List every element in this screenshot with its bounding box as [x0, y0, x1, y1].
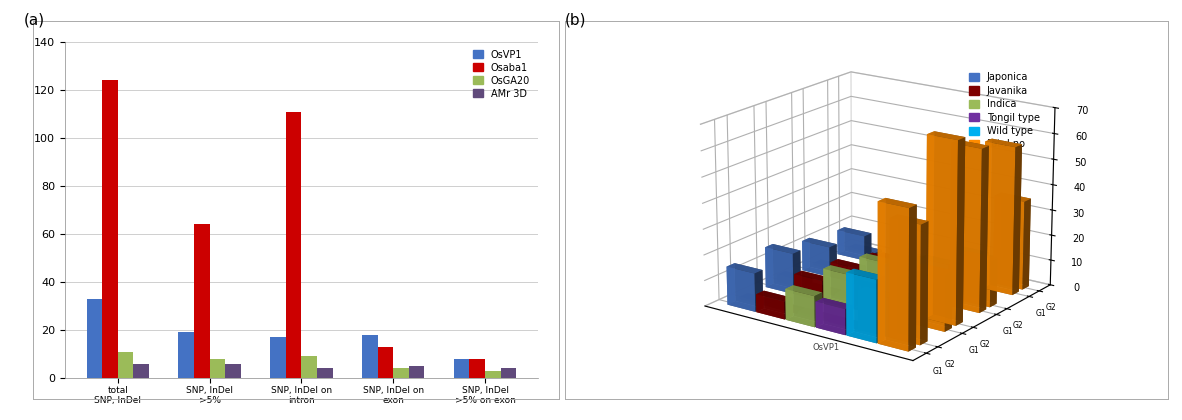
Bar — [409, 366, 424, 378]
Bar — [209, 359, 226, 378]
Bar — [194, 224, 209, 378]
Legend: OsVP1, Osaba1, OsGA20, AMr 3D: OsVP1, Osaba1, OsGA20, AMr 3D — [470, 47, 533, 102]
Bar — [501, 368, 517, 378]
Bar — [226, 364, 241, 378]
Bar — [134, 364, 149, 378]
Bar — [485, 371, 501, 378]
Bar — [271, 337, 286, 378]
Bar — [317, 368, 332, 378]
Bar — [454, 359, 469, 378]
Bar — [301, 357, 317, 378]
Bar — [102, 80, 118, 378]
Bar — [469, 359, 485, 378]
Bar — [286, 112, 301, 378]
Legend: Japonica, Javanika, Indica, Tongil type, Wild type, Total no: Japonica, Javanika, Indica, Tongil type,… — [966, 68, 1044, 153]
Bar — [377, 347, 394, 378]
Text: (b): (b) — [565, 13, 586, 28]
Bar — [118, 352, 134, 378]
Bar — [86, 299, 102, 378]
Bar — [394, 368, 409, 378]
Bar — [178, 332, 194, 378]
Bar — [362, 335, 377, 378]
Text: (a): (a) — [24, 13, 45, 28]
